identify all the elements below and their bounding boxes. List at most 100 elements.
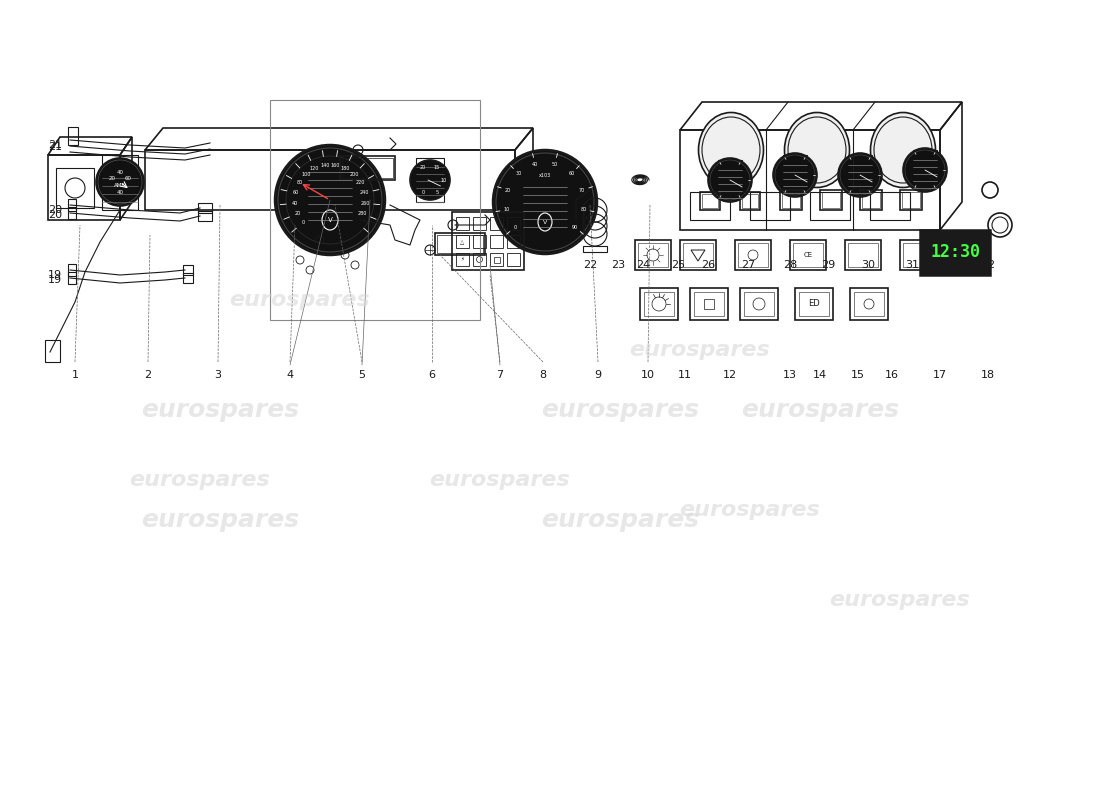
Text: 20: 20 (505, 187, 512, 193)
Text: 50: 50 (551, 162, 558, 166)
Text: 20: 20 (48, 205, 62, 215)
Text: eurospares: eurospares (541, 398, 700, 422)
Text: V: V (543, 219, 547, 225)
Bar (635, 240, 671, 270)
Text: 0: 0 (514, 225, 517, 230)
Bar (456, 217, 469, 230)
Text: 280: 280 (358, 211, 367, 216)
Circle shape (708, 158, 752, 202)
Text: 27: 27 (741, 260, 755, 270)
Bar (903, 243, 933, 267)
Bar (45, 340, 60, 362)
Text: 30: 30 (861, 260, 875, 270)
Bar (437, 235, 483, 253)
Bar (700, 192, 720, 210)
Circle shape (838, 153, 882, 197)
Text: 0: 0 (301, 220, 305, 225)
Text: 10: 10 (504, 207, 510, 212)
Text: 260: 260 (360, 201, 370, 206)
Bar (490, 235, 503, 248)
Bar (822, 192, 840, 208)
Bar (848, 155, 872, 193)
Circle shape (275, 145, 385, 255)
Bar (452, 212, 524, 270)
Text: 200: 200 (350, 172, 359, 177)
Text: 140: 140 (320, 163, 329, 168)
Bar (680, 130, 940, 230)
Text: 19: 19 (48, 275, 62, 285)
Text: 80: 80 (580, 207, 586, 212)
Text: 17: 17 (933, 370, 947, 380)
Text: 40: 40 (117, 190, 123, 195)
Bar (690, 288, 728, 320)
Text: 6: 6 (429, 370, 436, 380)
Bar (795, 288, 833, 320)
Bar (456, 253, 469, 266)
Text: 60: 60 (124, 176, 132, 181)
Text: x103: x103 (539, 173, 551, 178)
Text: 15: 15 (851, 370, 865, 380)
Text: 5: 5 (359, 370, 365, 380)
Bar (913, 150, 937, 188)
Bar (902, 192, 920, 208)
Text: 12:30: 12:30 (930, 243, 980, 261)
Bar (783, 155, 807, 193)
Bar (56, 168, 94, 208)
Text: eurospares: eurospares (130, 470, 271, 490)
Bar (793, 243, 823, 267)
Bar (68, 199, 76, 211)
Bar (680, 240, 716, 270)
Text: 18: 18 (981, 370, 996, 380)
Text: ⚡: ⚡ (461, 257, 464, 262)
Text: eurospares: eurospares (629, 340, 770, 360)
Bar (102, 155, 138, 210)
Text: 20: 20 (420, 166, 426, 170)
Bar (920, 230, 990, 275)
Ellipse shape (870, 113, 935, 187)
Bar (183, 265, 192, 275)
Bar (683, 243, 713, 267)
Text: 1: 1 (72, 370, 78, 380)
Bar (848, 243, 878, 267)
Text: CE: CE (803, 252, 813, 258)
Bar (308, 167, 352, 225)
Text: 160: 160 (331, 163, 340, 168)
Text: 60: 60 (293, 190, 299, 195)
Text: 10: 10 (441, 178, 447, 182)
Bar (735, 240, 771, 270)
Bar (270, 100, 480, 320)
Circle shape (96, 158, 144, 206)
Text: 11: 11 (678, 370, 692, 380)
Bar (490, 217, 503, 230)
Bar (820, 190, 842, 210)
Text: 15: 15 (433, 166, 440, 170)
Text: 40: 40 (117, 170, 123, 175)
Text: V: V (328, 217, 332, 223)
Text: 8: 8 (539, 370, 547, 380)
Bar (473, 217, 486, 230)
Bar (583, 246, 607, 252)
Text: 40: 40 (532, 162, 538, 166)
Text: 14: 14 (813, 370, 827, 380)
Text: 16: 16 (886, 370, 899, 380)
Text: 29: 29 (821, 260, 835, 270)
Circle shape (493, 150, 597, 254)
Text: 60: 60 (569, 171, 575, 176)
Bar (704, 299, 714, 309)
Text: 12: 12 (723, 370, 737, 380)
Text: 23: 23 (610, 260, 625, 270)
Text: 0: 0 (421, 190, 425, 194)
Text: eurospares: eurospares (541, 508, 700, 532)
Bar (740, 192, 760, 210)
Text: 7: 7 (496, 370, 504, 380)
Text: ED: ED (808, 299, 820, 309)
Bar (68, 207, 76, 219)
Text: 5: 5 (436, 190, 439, 194)
Text: eurospares: eurospares (680, 500, 821, 520)
Text: 21: 21 (48, 142, 62, 152)
Text: 70: 70 (579, 187, 585, 193)
Bar (644, 292, 674, 316)
Bar (740, 288, 778, 320)
Bar (860, 190, 882, 210)
Text: 180: 180 (341, 166, 350, 171)
